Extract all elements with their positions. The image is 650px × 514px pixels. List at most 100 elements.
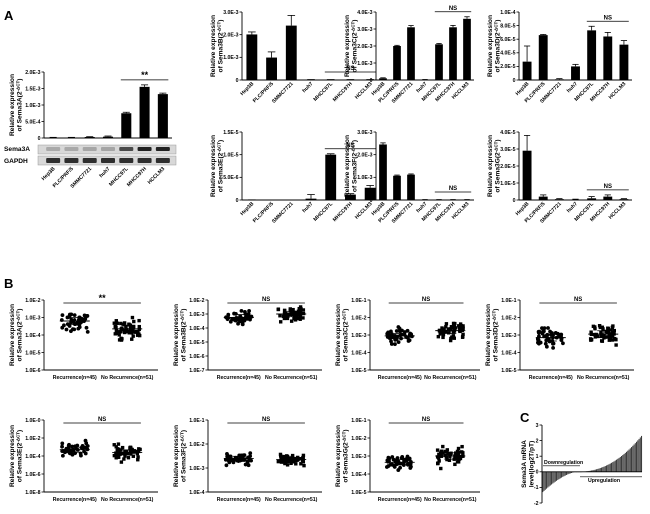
data-point [599,330,603,335]
bar [449,27,457,80]
annotation-label: NS [262,297,270,303]
y-tick-label: 1.0E-0 [25,418,40,424]
blot-band-gapdh [119,158,134,163]
y-tick-label: 1.0E-3 [351,454,366,460]
data-point [402,459,406,464]
data-point [128,326,133,331]
sample-bar [597,468,599,472]
data-point [72,313,77,318]
data-point [593,326,597,331]
data-point [126,456,131,460]
data-point [301,308,306,312]
data-point [458,329,462,334]
y-tick-label: 1.0E-3 [357,61,372,67]
y-tick-label: 0 [536,470,539,476]
bar [587,198,597,200]
bar-chart-a4: 0 2.0E-5 4.0E-5 6.0E-5 8.0E-5 1.0E-4Relative … [487,10,632,105]
data-point [387,333,392,338]
data-point [461,332,465,337]
data-point [396,340,401,345]
y-tick-label: 0 [236,78,239,84]
sample-bar [624,452,626,472]
blot-band-sema3a [46,147,61,151]
data-point [458,456,463,461]
data-point [591,324,596,329]
A3-ylabel: Relative expressionof Sema3C(2-ΔCT) [344,15,359,77]
sample-bar [608,464,610,472]
y-tick-label: 2.0E-5 [500,164,515,170]
data-point [409,464,413,469]
y-tick-label: 1.0E-1 [189,418,204,424]
y-tick-label: 1.0E-1 [501,298,516,304]
data-point [610,338,615,342]
y-tick-label: 1.0E-1 [351,298,366,304]
data-point [128,450,132,454]
data-point [457,325,462,330]
data-point [447,458,452,462]
data-point [137,318,141,323]
sample-bar [562,471,564,477]
y-tick-label: 3 [536,423,539,429]
data-point [60,453,65,458]
sample-bar [591,470,593,472]
bar [246,34,258,80]
sample-bar [596,469,598,472]
data-point [439,449,444,453]
data-point [435,448,440,452]
data-point [298,315,303,319]
y-tick-label: 0 [370,198,373,204]
sample-bar [593,469,595,472]
data-point [123,454,127,458]
data-point [460,444,464,449]
x-tick-label: Recurrence(n=45) [217,375,261,381]
label-downregulation: Downregulation [544,460,583,466]
x-tick-label: No Recurrence(n=51) [101,375,154,381]
sample-bar [559,471,561,479]
sample-bar [611,462,613,472]
sample-bar [639,437,641,472]
data-point [456,446,461,451]
A1-ylabel: Relative expressionof Sema3A(2-ΔCT) [9,74,24,136]
data-point [119,336,123,341]
data-point [82,449,86,454]
annotation-label: NS [604,15,612,21]
bar [121,113,132,138]
B4-ylabel: Relative expressionof Sema3D(2-ΔCT) [485,304,500,366]
data-point [446,327,451,332]
blot-band-gapdh [137,158,152,163]
y-tick-label: 0 [513,78,516,84]
blot-band-sema3a [119,147,134,151]
y-tick-label: 8.0E-5 [500,23,515,29]
y-tick-label: 1.0E-3 [223,55,238,61]
data-point [114,319,118,323]
data-point [292,316,296,321]
data-point [81,445,86,450]
scatter-chart-b2: 1.0E-7 1.0E-6 1.0E-5 1.0E-4 1.0E-3 1.0E-2Rela… [173,297,322,381]
y-tick-label: -2 [534,501,539,507]
data-point [443,453,447,458]
blot-strip-sema3a [37,144,177,155]
data-point [69,320,73,325]
data-point [589,330,593,334]
x-tick-label: huh7 [301,201,314,214]
y-tick-label: 1.0E-3 [189,312,204,318]
y-tick-label: 1.0E-4 [25,333,40,339]
data-point [134,329,139,334]
sample-bar [632,445,634,472]
y-tick-label: 1.0E-5 [223,152,238,158]
data-point [389,339,393,344]
x-tick-label: No Recurrence(n=51) [577,375,630,381]
blot-band-sema3a [64,147,79,151]
sample-bar [612,462,614,472]
annotation-label: NS [604,184,612,190]
sample-bar [621,456,623,472]
data-point [299,462,303,466]
data-point [291,459,295,463]
panel-label-b: B [4,276,13,291]
data-point [114,452,119,456]
y-tick-label: 1 [536,454,539,460]
data-point [245,459,250,464]
data-point [437,459,441,463]
